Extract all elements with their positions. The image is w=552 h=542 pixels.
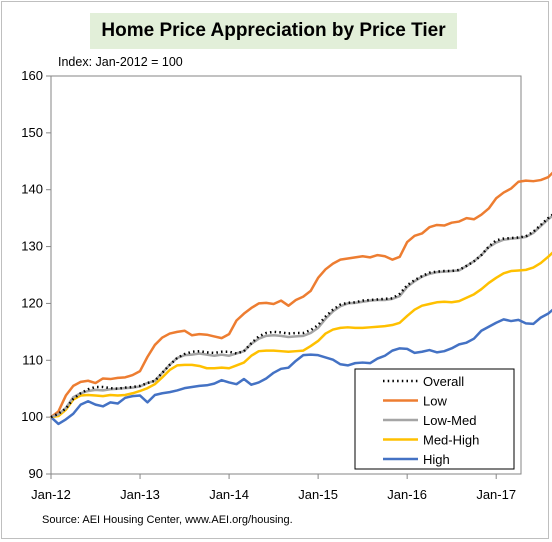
- chart-title-box: Home Price Appreciation by Price Tier: [90, 13, 457, 49]
- y-tick-label: 90: [29, 466, 43, 481]
- y-tick-label: 160: [21, 68, 43, 83]
- series-line-med-high: [49, 251, 552, 419]
- legend: Overall Low Low-Med Med-High High: [354, 368, 515, 470]
- legend-box: [354, 368, 515, 470]
- x-tick-label: Jan-17: [476, 487, 516, 502]
- legend-label: Low: [423, 394, 447, 409]
- legend-label: High: [423, 452, 450, 467]
- axes: 90 100 110 120 130 140 150 160 Jan-12 Jan-13 Jan-1…: [21, 68, 522, 502]
- y-tick-label: 120: [21, 295, 43, 310]
- x-tick-label: Jan-13: [120, 487, 160, 502]
- source-note: Source: AEI Housing Center, www.AEI.org/…: [42, 514, 293, 526]
- legend-label: Overall: [423, 374, 464, 389]
- chart-title: Home Price Appreciation by Price Tier: [101, 20, 446, 41]
- y-tick-label: 140: [21, 182, 43, 197]
- x-tick-label: Jan-14: [209, 487, 249, 502]
- legend-label: Low-Med: [423, 413, 476, 428]
- y-tick-label: 110: [22, 352, 43, 367]
- x-tick-label: Jan-15: [298, 487, 338, 502]
- y-tick-label: 130: [21, 239, 43, 254]
- x-tick-label: Jan-16: [387, 487, 427, 502]
- legend-label: Med-High: [423, 433, 479, 448]
- plot-area-border: [50, 75, 522, 475]
- y-tick-label: 100: [21, 409, 43, 424]
- chart-subtitle: Index: Jan-2012 = 100: [58, 55, 183, 69]
- x-tick-label: Jan-12: [31, 487, 71, 502]
- series-line-low: [49, 171, 552, 419]
- series-line-high: [49, 308, 552, 426]
- y-tick-label: 150: [21, 125, 43, 140]
